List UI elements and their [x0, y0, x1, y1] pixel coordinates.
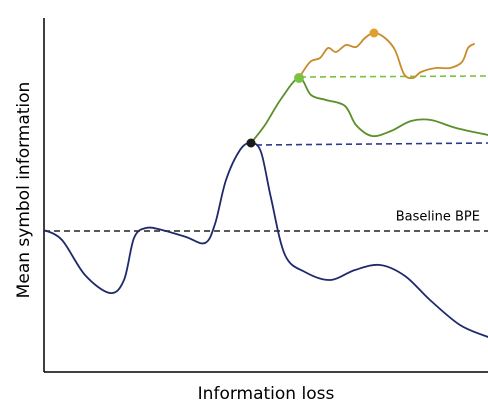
y-axis-label: Mean symbol information: [14, 82, 34, 299]
navy-dashed-line: [255, 142, 488, 146]
baseline-label: Baseline BPE: [396, 210, 480, 225]
navy-curve: [43, 142, 488, 338]
black-point: [246, 138, 256, 148]
orange-curve: [298, 32, 475, 80]
x-axis-label: Information loss: [198, 384, 335, 404]
green-curve: [250, 77, 488, 144]
green-dashed-line: [299, 75, 488, 78]
green-point: [294, 73, 304, 83]
orange-point: [369, 28, 379, 38]
